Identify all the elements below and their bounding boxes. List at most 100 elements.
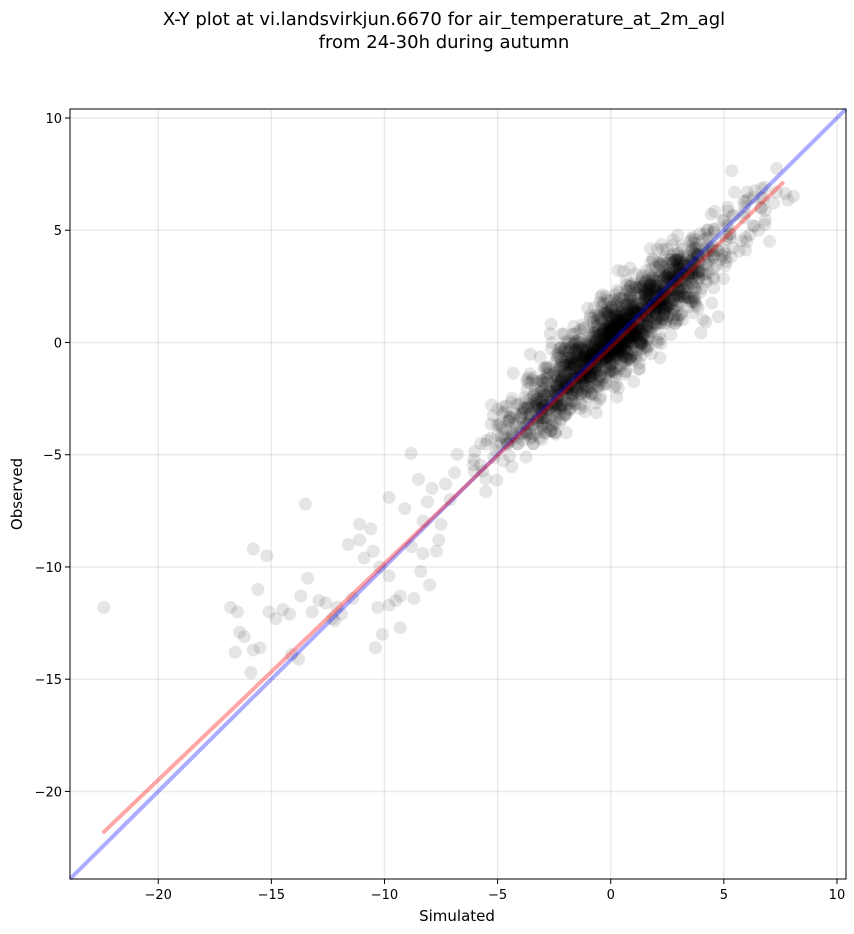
scatter-point xyxy=(568,327,582,341)
scatter-point xyxy=(604,337,618,351)
scatter-point xyxy=(672,258,686,272)
scatter-point xyxy=(623,278,637,291)
scatter-point xyxy=(601,313,615,327)
scatter-point xyxy=(590,313,604,327)
scatter-point xyxy=(675,288,689,302)
scatter-point xyxy=(541,420,555,434)
scatter-point xyxy=(532,425,546,439)
scatter-point xyxy=(622,330,636,344)
scatter-point xyxy=(631,331,644,345)
scatter-point xyxy=(671,258,685,272)
scatter-point xyxy=(574,354,588,368)
scatter-point xyxy=(589,326,603,340)
x-tick-label: −10 xyxy=(371,888,398,903)
scatter-point xyxy=(652,270,666,284)
scatter-point xyxy=(610,352,624,366)
scatter-point xyxy=(618,323,632,337)
scatter-point xyxy=(617,356,631,370)
y-axis-label: Observed xyxy=(8,458,26,530)
scatter-point xyxy=(536,407,549,421)
scatter-point xyxy=(558,335,572,349)
scatter-point xyxy=(629,349,642,363)
scatter-point xyxy=(649,260,663,274)
scatter-point xyxy=(551,383,565,397)
scatter-point xyxy=(607,352,621,366)
scatter-point xyxy=(623,261,637,275)
scatter-point xyxy=(588,361,602,375)
scatter-point xyxy=(634,288,648,302)
scatter-point xyxy=(569,345,583,359)
scatter-point xyxy=(624,317,638,331)
scatter-point xyxy=(569,350,583,364)
scatter-point xyxy=(611,315,625,329)
scatter-point xyxy=(582,369,596,382)
scatter-point xyxy=(574,387,588,401)
scatter-point xyxy=(669,276,683,290)
scatter-point xyxy=(758,180,772,194)
scatter-point xyxy=(605,326,619,340)
scatter-point xyxy=(658,286,672,300)
scatter-point xyxy=(550,382,564,395)
scatter-point xyxy=(721,200,735,214)
scatter-point xyxy=(594,338,608,352)
scatter-point xyxy=(603,315,617,329)
scatter-point xyxy=(491,428,505,442)
scatter-point xyxy=(625,336,639,350)
scatter-point xyxy=(604,354,618,368)
scatter-point xyxy=(605,320,618,334)
scatter-point xyxy=(541,375,555,388)
scatter-point xyxy=(669,299,683,313)
scatter-point xyxy=(649,285,663,298)
scatter-point xyxy=(622,308,636,322)
scatter-point xyxy=(613,314,627,328)
scatter-point xyxy=(577,348,591,362)
scatter-point xyxy=(667,247,681,261)
scatter-point xyxy=(687,256,701,270)
scatter-point xyxy=(602,333,616,347)
scatter-point xyxy=(548,417,562,431)
scatter-point xyxy=(550,380,564,394)
scatter-point xyxy=(540,372,554,386)
scatter-point xyxy=(622,320,636,334)
scatter-point xyxy=(607,347,621,361)
scatter-point xyxy=(594,348,608,361)
scatter-point xyxy=(525,430,539,444)
scatter-point xyxy=(648,304,662,318)
scatter-point xyxy=(692,247,705,261)
scatter-point xyxy=(625,302,639,316)
scatter-point xyxy=(623,331,637,345)
scatter-point xyxy=(623,317,637,331)
scatter-point xyxy=(647,254,660,268)
scatter-point xyxy=(598,332,611,346)
scatter-point xyxy=(505,395,518,409)
scatter-point xyxy=(624,279,638,293)
scatter-point xyxy=(662,291,675,305)
scatter-point xyxy=(665,256,678,270)
scatter-point xyxy=(614,310,628,324)
scatter-point xyxy=(664,328,678,342)
scatter-point xyxy=(743,228,757,242)
scatter-point xyxy=(624,297,638,311)
scatter-point xyxy=(563,372,577,386)
scatter-point xyxy=(611,330,624,343)
scatter-point xyxy=(564,378,578,392)
scatter-point xyxy=(622,334,636,347)
scatter-point xyxy=(520,400,534,414)
scatter-point xyxy=(701,223,715,237)
scatter-point xyxy=(691,265,705,279)
scatter-point xyxy=(628,326,641,340)
scatter-point xyxy=(502,414,516,428)
scatter-point xyxy=(661,283,675,297)
scatter-point xyxy=(701,223,714,237)
scatter-point xyxy=(618,338,632,352)
scatter-point xyxy=(555,341,569,354)
scatter-point xyxy=(575,379,589,393)
scatter-point xyxy=(664,253,678,267)
scatter-point xyxy=(592,309,605,323)
scatter-point xyxy=(608,322,622,336)
scatter-point xyxy=(641,291,655,305)
scatter-point xyxy=(535,411,549,425)
scatter-point xyxy=(595,312,609,326)
scatter-point xyxy=(651,303,665,317)
scatter-point xyxy=(616,305,630,319)
